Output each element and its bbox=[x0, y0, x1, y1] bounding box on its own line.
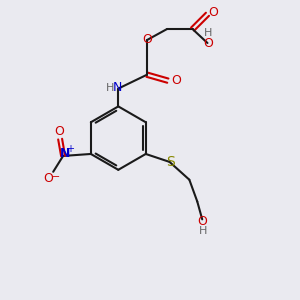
Text: N: N bbox=[112, 81, 122, 94]
Text: O: O bbox=[197, 215, 207, 228]
Text: H: H bbox=[204, 28, 213, 38]
Text: H: H bbox=[199, 226, 207, 236]
Text: H: H bbox=[106, 82, 115, 93]
Text: +: + bbox=[66, 144, 74, 154]
Text: N: N bbox=[60, 148, 70, 160]
Text: O: O bbox=[203, 38, 213, 50]
Text: O: O bbox=[43, 172, 53, 185]
Text: −: − bbox=[52, 172, 60, 182]
Text: O: O bbox=[208, 6, 218, 19]
Text: S: S bbox=[166, 155, 175, 169]
Text: O: O bbox=[54, 125, 64, 138]
Text: O: O bbox=[171, 74, 181, 87]
Text: O: O bbox=[142, 32, 152, 46]
